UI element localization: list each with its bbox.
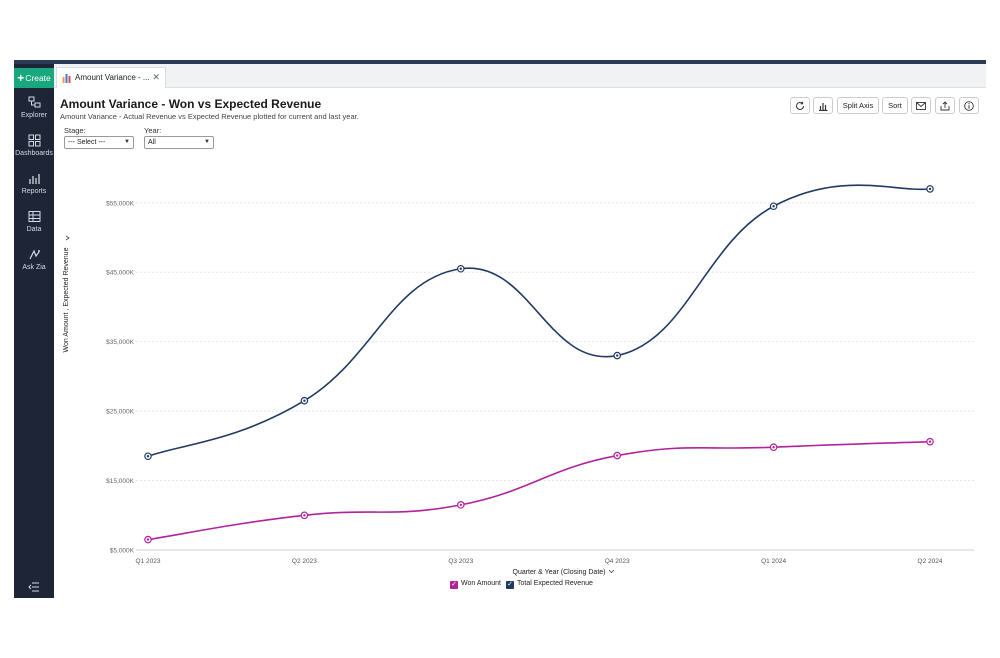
export-button[interactable] bbox=[935, 97, 955, 114]
sidebar-item-data[interactable]: Data bbox=[14, 210, 54, 233]
report-subtitle: Amount Variance - Actual Revenue vs Expe… bbox=[60, 112, 359, 121]
year-filter-label: Year: bbox=[144, 126, 162, 135]
email-button[interactable] bbox=[911, 97, 931, 114]
ask-zia-icon bbox=[28, 249, 40, 260]
export-icon bbox=[940, 100, 950, 110]
series-won-amount-point-dot bbox=[303, 514, 306, 517]
x-tick-label: Q1 2023 bbox=[136, 558, 161, 565]
series-total-expected-revenue-point-dot bbox=[772, 205, 775, 208]
y-axis-ticks: $5,000K $15,000K $25,000K $35,000K $45,000K $… bbox=[106, 200, 135, 554]
series-won-amount-point-dot bbox=[772, 446, 775, 449]
y-axis-label: Won Amount , Expected Revenue bbox=[63, 247, 70, 352]
checkbox-icon: ✓ bbox=[506, 581, 514, 589]
plus-icon: + bbox=[17, 71, 25, 85]
bar-chart-icon bbox=[62, 74, 71, 83]
bar-chart-icon bbox=[819, 102, 828, 111]
y-tick-label: $35,000K bbox=[106, 339, 134, 346]
create-button[interactable]: +Create bbox=[14, 68, 54, 88]
refresh-icon bbox=[796, 101, 804, 110]
y-tick-label: $15,000K bbox=[106, 478, 134, 485]
x-tick-label: Q2 2023 bbox=[292, 558, 317, 565]
mail-icon bbox=[916, 101, 926, 110]
dashboards-icon bbox=[28, 134, 40, 147]
x-tick-label: Q1 2024 bbox=[761, 558, 786, 565]
legend-item-expected[interactable]: ✓ Total Expected Revenue bbox=[506, 580, 593, 589]
x-axis-ticks: Q1 2023 Q2 2023 Q3 2023 Q4 2023 Q1 2024 Q2 20… bbox=[136, 558, 943, 565]
series-won-amount-point-dot bbox=[616, 454, 619, 457]
report-title: Amount Variance - Won vs Expected Revenu… bbox=[60, 97, 322, 111]
info-icon bbox=[964, 100, 974, 111]
x-tick-label: Q2 2024 bbox=[918, 558, 943, 565]
chart-type-button[interactable] bbox=[813, 97, 833, 114]
series-won-amount-point-dot bbox=[459, 503, 462, 507]
y-tick-label: $45,000K bbox=[106, 270, 134, 277]
window-top-border bbox=[14, 60, 986, 64]
y-tick-label: $5,000K bbox=[110, 548, 135, 555]
series-total-expected-revenue-point-dot bbox=[146, 455, 150, 458]
tab-amount-variance[interactable]: Amount Variance - ... ✕ bbox=[56, 67, 166, 88]
stage-filter-label: Stage: bbox=[64, 126, 86, 135]
chart-grid bbox=[136, 202, 974, 551]
explorer-icon bbox=[28, 96, 40, 108]
close-tab-icon[interactable]: ✕ bbox=[152, 72, 160, 82]
series-total-expected-revenue-point-dot bbox=[616, 354, 619, 357]
y-tick-label: $55,000K bbox=[106, 200, 134, 207]
x-tick-label: Q3 2023 bbox=[448, 558, 473, 565]
series-total-expected-revenue-point-dot bbox=[303, 399, 306, 402]
series-total-expected-revenue-point-dot bbox=[459, 267, 462, 270]
chevron-down-icon: ▼ bbox=[204, 139, 210, 145]
tab-bar: Amount Variance - ... ✕ bbox=[54, 64, 986, 88]
sidebar-item-dashboards[interactable]: Dashboards bbox=[14, 134, 54, 157]
sidebar-item-explorer[interactable]: Explorer bbox=[14, 96, 54, 119]
checkbox-icon: ✓ bbox=[450, 581, 458, 589]
chevron-down-icon[interactable] bbox=[608, 569, 615, 574]
series-won-amount-point-dot bbox=[146, 538, 150, 541]
reports-icon bbox=[28, 174, 40, 184]
info-button[interactable] bbox=[959, 97, 979, 114]
collapse-sidebar-icon[interactable] bbox=[28, 582, 40, 592]
sidebar-item-reports[interactable]: Reports bbox=[14, 172, 54, 195]
refresh-button[interactable] bbox=[790, 97, 810, 114]
sidebar: +Create Explorer Dashboards Reports Data bbox=[14, 64, 54, 598]
year-select[interactable]: All ▼ bbox=[144, 136, 214, 149]
chevron-down-icon: ▼ bbox=[124, 139, 130, 145]
series-total-expected-revenue-line bbox=[147, 184, 931, 458]
line-chart: $5,000K $15,000K $25,000K $35,000K $45,000K $… bbox=[63, 184, 974, 576]
chart-series bbox=[144, 184, 934, 544]
x-tick-label: Q4 2023 bbox=[605, 558, 630, 565]
series-won-amount-point-dot bbox=[928, 440, 932, 443]
x-axis-label: Quarter & Year (Closing Date) bbox=[513, 569, 606, 576]
sort-button[interactable]: Sort bbox=[882, 97, 908, 114]
series-won-amount-line bbox=[147, 440, 931, 541]
series-total-expected-revenue-point-dot bbox=[928, 187, 932, 191]
y-tick-label: $25,000K bbox=[106, 409, 134, 416]
data-icon bbox=[28, 211, 40, 222]
stage-select[interactable]: --- Select --- ▼ bbox=[64, 136, 134, 149]
legend-item-won[interactable]: ✓ Won Amount bbox=[450, 580, 501, 589]
sidebar-item-ask-zia[interactable]: Ask Zia bbox=[14, 248, 54, 271]
chevron-down-icon[interactable] bbox=[65, 235, 70, 241]
split-axis-button[interactable]: Split Axis bbox=[837, 97, 879, 114]
